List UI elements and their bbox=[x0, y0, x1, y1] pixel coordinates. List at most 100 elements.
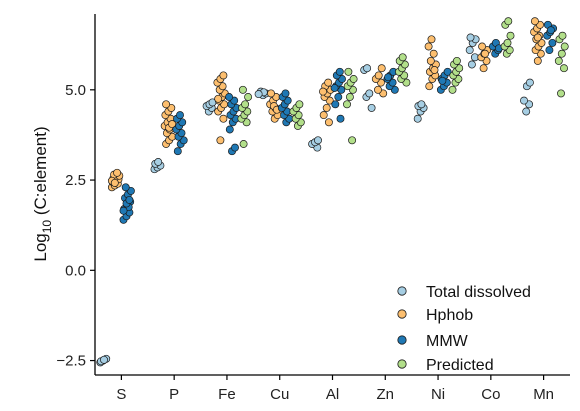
point-total-dissolved-co bbox=[466, 33, 475, 42]
x-tick-label-co: Co bbox=[481, 386, 500, 403]
point-predicted-al bbox=[349, 75, 358, 83]
legend-label-total-dissolved: Total dissolved bbox=[426, 284, 531, 301]
point-total-dissolved-co bbox=[465, 46, 474, 55]
point-mmw-mn bbox=[546, 26, 555, 35]
point-mmw-p bbox=[173, 147, 182, 156]
legend-item-total-dissolved: Total dissolved bbox=[397, 284, 531, 301]
point-predicted-al bbox=[344, 67, 353, 76]
y-ticks: −2.5 0.0 2.5 5.0 bbox=[56, 82, 95, 370]
point-predicted-mn bbox=[560, 64, 568, 73]
point-hphob-p bbox=[162, 100, 171, 109]
point-mmw-al bbox=[331, 100, 340, 109]
point-total-dissolved-mn bbox=[522, 107, 531, 116]
point-predicted-co bbox=[504, 17, 513, 26]
point-hphob-fe bbox=[214, 94, 223, 103]
x-tick-label-al: Al bbox=[326, 386, 339, 403]
point-mmw-p bbox=[176, 111, 184, 120]
point-hphob-mn bbox=[533, 56, 542, 65]
point-mmw-al bbox=[335, 67, 344, 76]
point-mmw-ni bbox=[443, 67, 452, 76]
y-tick-label: 2.5 bbox=[65, 172, 86, 189]
point-hphob-al bbox=[319, 111, 328, 120]
point-hphob-cu bbox=[267, 89, 275, 98]
x-tick-label-fe: Fe bbox=[218, 386, 236, 403]
point-hphob-co bbox=[479, 64, 488, 73]
point-hphob-zn bbox=[374, 71, 383, 80]
point-hphob-ni bbox=[429, 49, 438, 58]
y-axis-title: Log10 (C:element) bbox=[31, 126, 54, 261]
point-predicted-al bbox=[348, 136, 357, 145]
point-total-dissolved-p bbox=[154, 158, 163, 166]
point-hphob-fe bbox=[216, 136, 225, 145]
point-mmw-al bbox=[334, 93, 343, 101]
legend-label-predicted: Predicted bbox=[426, 357, 494, 374]
point-hphob-ni bbox=[427, 35, 436, 44]
point-predicted-zn bbox=[398, 53, 407, 62]
point-mmw-cu bbox=[281, 89, 290, 98]
point-mmw-fe bbox=[225, 125, 234, 134]
legend-marker-total-dissolved bbox=[397, 286, 407, 296]
y-tick-label: −2.5 bbox=[56, 353, 86, 370]
legend-label-hphob: Hphob bbox=[426, 307, 473, 324]
legend-marker-hphob bbox=[397, 309, 407, 319]
point-mmw-ni bbox=[438, 76, 447, 85]
point-mmw-s bbox=[125, 195, 134, 204]
point-predicted-al bbox=[343, 100, 351, 109]
point-predicted-co bbox=[503, 38, 512, 47]
point-predicted-mn bbox=[560, 42, 569, 51]
y-tick-label: 0.0 bbox=[65, 262, 86, 279]
point-predicted-cu bbox=[295, 100, 304, 109]
series-mmw bbox=[119, 20, 558, 224]
point-predicted-fe bbox=[238, 85, 247, 94]
point-hphob-mn bbox=[533, 33, 542, 42]
point-hphob-ni bbox=[426, 56, 435, 65]
point-hphob-al bbox=[324, 118, 333, 127]
point-total-dissolved-mn bbox=[525, 78, 534, 87]
x-tick-label-mn: Mn bbox=[533, 386, 554, 403]
point-mmw-s bbox=[121, 183, 130, 192]
x-tick-label-p: P bbox=[169, 386, 179, 403]
point-hphob-co bbox=[481, 49, 489, 58]
point-total-dissolved-zn bbox=[367, 103, 376, 112]
point-hphob-fe bbox=[219, 71, 228, 80]
point-total-dissolved-ni bbox=[417, 100, 426, 109]
point-predicted-fe bbox=[241, 100, 250, 109]
point-mmw-s bbox=[119, 206, 128, 215]
point-hphob-fe bbox=[219, 114, 228, 123]
point-total-dissolved-mn bbox=[520, 96, 528, 105]
point-predicted-mn bbox=[557, 89, 565, 98]
series-predicted bbox=[237, 17, 569, 148]
point-mmw-fe bbox=[231, 143, 239, 152]
point-total-dissolved-co bbox=[467, 60, 476, 69]
point-hphob-mn bbox=[530, 17, 539, 26]
data-points bbox=[96, 17, 569, 367]
point-predicted-mn bbox=[557, 49, 566, 58]
point-mmw-fe bbox=[225, 93, 234, 101]
point-mmw-mn bbox=[545, 46, 554, 55]
point-predicted-fe bbox=[244, 93, 253, 101]
point-total-dissolved-s bbox=[100, 355, 108, 364]
legend: Total dissolved Hphob MMW Predicted bbox=[397, 284, 531, 374]
point-mmw-al bbox=[336, 114, 345, 123]
legend-item-predicted: Predicted bbox=[397, 357, 494, 374]
point-mmw-mn bbox=[548, 38, 557, 47]
point-hphob-co bbox=[478, 42, 487, 51]
point-total-dissolved-cu bbox=[254, 90, 263, 99]
point-total-dissolved-al bbox=[314, 136, 322, 145]
point-predicted-mn bbox=[558, 31, 567, 40]
point-predicted-fe bbox=[239, 140, 248, 148]
legend-label-mmw: MMW bbox=[426, 333, 469, 350]
x-ticks: S P Fe Cu Al Zn Ni Co Mn bbox=[116, 375, 554, 403]
point-hphob-ni bbox=[425, 82, 434, 91]
point-mmw-al bbox=[330, 84, 339, 92]
x-tick-label-ni: Ni bbox=[431, 386, 445, 403]
y-tick-label: 5.0 bbox=[65, 82, 86, 99]
point-predicted-co bbox=[506, 31, 515, 40]
legend-item-mmw: MMW bbox=[397, 333, 469, 350]
point-hphob-s bbox=[113, 168, 122, 177]
point-mmw-zn bbox=[384, 73, 393, 82]
series-hphob bbox=[107, 17, 546, 192]
point-predicted-ni bbox=[452, 56, 461, 65]
series-total-dissolved bbox=[96, 33, 534, 367]
